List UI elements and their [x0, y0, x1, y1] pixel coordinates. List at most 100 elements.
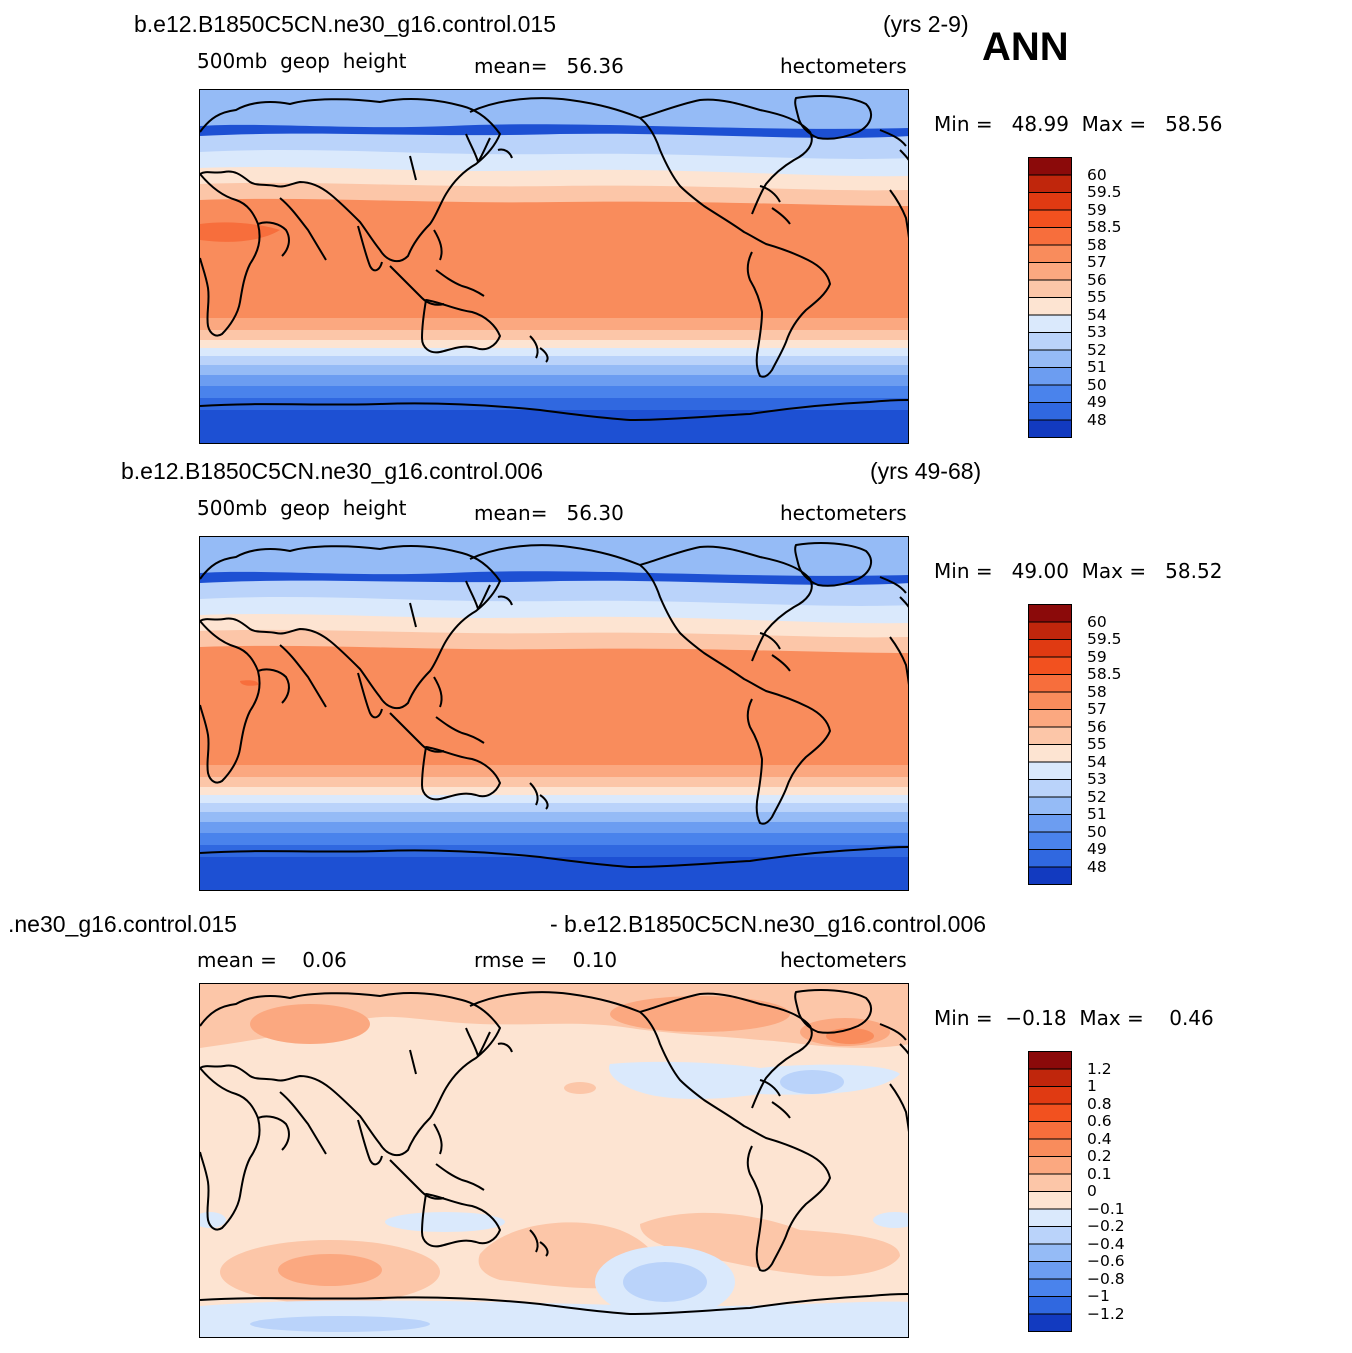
legend-swatch	[1028, 1226, 1072, 1245]
legend-3-label: 0.8	[1087, 1095, 1112, 1113]
panel3-units: hectometers	[780, 948, 907, 972]
diff-pacific-neg02	[623, 1262, 707, 1302]
legend-1-label: 49	[1087, 393, 1107, 411]
legend-2-label: 50	[1087, 823, 1107, 841]
legend-swatch	[1028, 297, 1072, 316]
legend-swatch	[1028, 849, 1072, 868]
legend-swatch	[1028, 1243, 1072, 1262]
legend-swatch	[1028, 726, 1072, 745]
band-south-53	[200, 356, 908, 365]
legend-3-label: −0.2	[1087, 1217, 1125, 1235]
panel3-rmse: rmse = 0.10	[474, 948, 618, 972]
legend-swatch	[1028, 866, 1072, 885]
legend-2-label: 58.5	[1087, 665, 1122, 683]
panel3-map	[199, 983, 909, 1338]
legend-2-label: 59	[1087, 648, 1107, 666]
band-tropics-58	[200, 198, 908, 322]
legend-3-label: −1	[1087, 1287, 1110, 1305]
legend-swatch	[1028, 332, 1072, 351]
legend-1-label: 55	[1087, 288, 1107, 306]
legend-swatch	[1028, 1138, 1072, 1157]
band-south-54	[200, 795, 908, 803]
panel3-mean: mean = 0.06	[197, 948, 347, 972]
band-south-52	[200, 365, 908, 375]
diff-greenland-04	[826, 1028, 874, 1044]
legend-swatch	[1028, 227, 1072, 246]
legend-swatch	[1028, 796, 1072, 815]
legend-3	[1028, 1051, 1072, 1332]
legend-swatch	[1028, 279, 1072, 298]
legend-swatch	[1028, 157, 1072, 176]
legend-swatch	[1028, 1173, 1072, 1192]
diff-indian-02	[278, 1254, 382, 1286]
legend-swatch	[1028, 779, 1072, 798]
diff-antarctic-neg02	[250, 1316, 430, 1332]
band-south-52	[200, 812, 908, 822]
season-label: ANN	[982, 25, 1069, 69]
legend-swatch	[1028, 604, 1072, 623]
legend-2-label: 49	[1087, 840, 1107, 858]
legend-swatch	[1028, 1278, 1072, 1297]
band-south-53	[200, 803, 908, 812]
legend-swatch	[1028, 1191, 1072, 1210]
panel2-mean: mean= 56.30	[474, 501, 624, 525]
band-north-54	[200, 580, 908, 610]
legend-swatch	[1028, 674, 1072, 693]
diff-arctic-02	[610, 996, 790, 1032]
legend-3-label: −1.2	[1087, 1305, 1125, 1323]
legend-swatch	[1028, 384, 1072, 403]
diff-aus-neg01	[385, 1212, 505, 1232]
legend-1-label: 48	[1087, 411, 1107, 429]
band-south-51	[200, 822, 908, 833]
band-north-55	[200, 150, 908, 179]
legend-swatch	[1028, 1086, 1072, 1105]
band-south-56	[200, 330, 908, 340]
band-south-49	[200, 845, 908, 857]
legend-3-label: −0.4	[1087, 1235, 1125, 1253]
legend-2-label: 58	[1087, 683, 1107, 701]
band-north-53	[200, 90, 908, 129]
panel2-minmax: Min = 49.00 Max = 58.52	[934, 559, 1223, 583]
legend-1-label: 60	[1087, 166, 1107, 184]
legend-swatch	[1028, 709, 1072, 728]
legend-swatch	[1028, 1121, 1072, 1140]
legend-1-label: 58	[1087, 236, 1107, 254]
legend-swatch	[1028, 262, 1072, 281]
panel3-case-right: - b.e12.B1850C5CN.ne30_g16.control.006	[550, 911, 987, 937]
legend-3-swatches	[1028, 1051, 1072, 1332]
legend-swatch	[1028, 419, 1072, 438]
legend-3-label: 0.1	[1087, 1165, 1112, 1183]
legend-1-label: 54	[1087, 306, 1107, 324]
panel1-map	[199, 89, 909, 444]
legend-swatch	[1028, 402, 1072, 421]
legend-swatch	[1028, 831, 1072, 850]
legend-swatch	[1028, 314, 1072, 333]
legend-2-label: 52	[1087, 788, 1107, 806]
panel1-case-title: b.e12.B1850C5CN.ne30_g16.control.015	[134, 11, 556, 37]
legend-3-label: 1.2	[1087, 1060, 1112, 1078]
legend-swatch	[1028, 244, 1072, 263]
legend-2-label: 57	[1087, 700, 1107, 718]
panel1-years: (yrs 2-9)	[883, 11, 969, 37]
legend-swatch	[1028, 639, 1072, 658]
legend-2-label: 51	[1087, 805, 1107, 823]
panel1-minmax: Min = 48.99 Max = 58.56	[934, 112, 1223, 136]
legend-3-label: −0.1	[1087, 1200, 1125, 1218]
legend-swatch	[1028, 744, 1072, 763]
legend-3-label: 0.2	[1087, 1147, 1112, 1165]
panel2-years: (yrs 49-68)	[870, 458, 982, 484]
legend-swatch	[1028, 174, 1072, 193]
band-south-55	[200, 787, 908, 795]
legend-1-label: 53	[1087, 323, 1107, 341]
legend-3-label: 0	[1087, 1182, 1097, 1200]
legend-swatch	[1028, 1296, 1072, 1315]
panel3-minmax: Min = −0.18 Max = 0.46	[934, 1006, 1214, 1030]
legend-swatch	[1028, 1313, 1072, 1332]
band-south-50	[200, 386, 908, 398]
band-tropics-58	[200, 645, 908, 769]
legend-swatch	[1028, 621, 1072, 640]
legend-1-label: 50	[1087, 376, 1107, 394]
band-south-49	[200, 398, 908, 410]
legend-1-label: 59.5	[1087, 183, 1122, 201]
legend-2-swatches	[1028, 604, 1072, 885]
